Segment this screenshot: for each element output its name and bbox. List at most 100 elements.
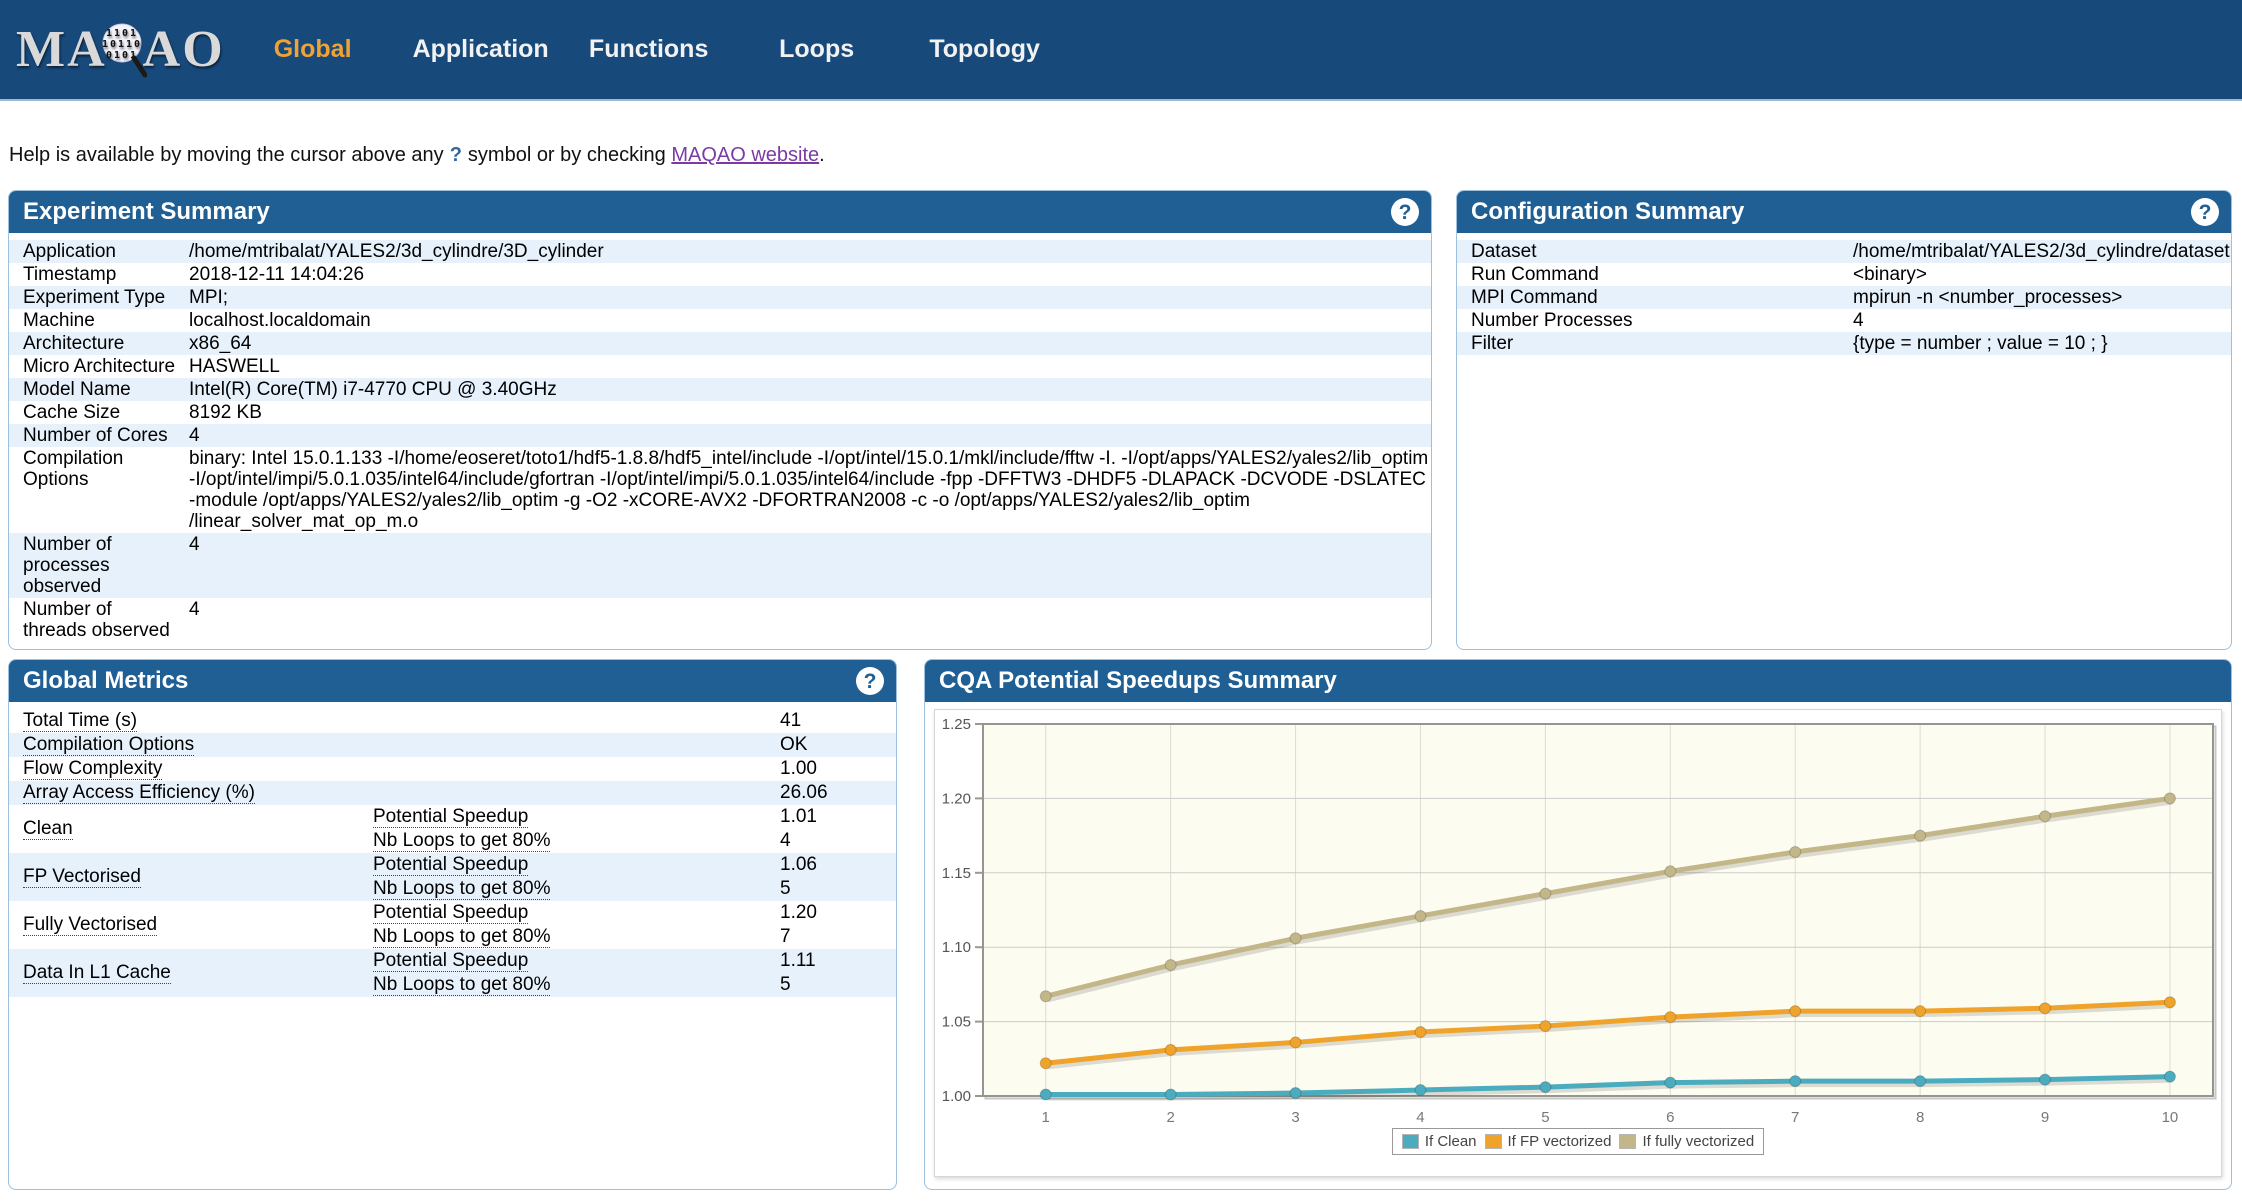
configuration-row-value: 4 — [1845, 309, 2231, 332]
speedup-chart: 123456789101.001.051.101.151.201.25 If C… — [934, 709, 2222, 1177]
metric-group-label-cell: Data In L1 Cache — [9, 949, 365, 997]
metric-label[interactable]: Potential Speedup — [373, 950, 528, 972]
metric-sublabel-cell: Nb Loops to get 80% — [365, 877, 775, 901]
experiment-row-value: 4 — [179, 533, 1431, 598]
experiment-summary-header: Experiment Summary ? — [9, 191, 1431, 233]
metric-label[interactable]: Nb Loops to get 80% — [373, 974, 550, 996]
svg-text:7: 7 — [1791, 1109, 1799, 1126]
svg-text:5: 5 — [1541, 1109, 1549, 1126]
configuration-row-label: MPI Command — [1457, 286, 1845, 309]
metric-value: 7 — [775, 925, 896, 949]
metric-label[interactable]: Nb Loops to get 80% — [373, 878, 550, 900]
metric-label[interactable]: Fully Vectorised — [23, 914, 157, 936]
experiment-row-value: localhost.localdomain — [179, 309, 1431, 332]
magnifier-logo-icon: 1101 10110 0101 — [101, 19, 147, 81]
experiment-row-value: HASWELL — [179, 355, 1431, 378]
metric-value: 41 — [775, 709, 896, 733]
svg-text:9: 9 — [2041, 1109, 2049, 1126]
experiment-row-value: 4 — [179, 424, 1431, 447]
experiment-row-label: Application — [9, 240, 179, 263]
metric-label[interactable]: Clean — [23, 818, 73, 840]
metric-sublabel-cell: Potential Speedup — [365, 853, 775, 877]
experiment-row: Number of processes observed4 — [9, 533, 1431, 598]
metric-label[interactable]: Compilation Options — [23, 734, 194, 756]
experiment-row-label: Number of Cores — [9, 424, 179, 447]
help-icon[interactable]: ? — [1391, 198, 1419, 226]
panel-title: CQA Potential Speedups Summary — [939, 667, 1337, 694]
svg-text:1101: 1101 — [106, 28, 138, 39]
help-question-icon: ? — [444, 144, 468, 166]
svg-text:1: 1 — [1042, 1109, 1050, 1126]
configuration-row-label: Filter — [1457, 332, 1845, 355]
nav-item-application[interactable]: Application — [397, 35, 565, 64]
help-text-before: Help is available by moving the cursor a… — [9, 144, 444, 166]
configuration-row: MPI Commandmpirun -n <number_processes> — [1457, 286, 2231, 309]
configuration-row-value: /home/mtribalat/YALES2/3d_cylindre/datas… — [1845, 240, 2231, 263]
metric-sublabel-cell: Potential Speedup — [365, 805, 775, 829]
metric-label[interactable]: Array Access Efficiency (%) — [23, 782, 255, 804]
metric-label[interactable]: Potential Speedup — [373, 902, 528, 924]
legend-label: If fully vectorized — [1642, 1133, 1754, 1150]
nav-item-functions[interactable]: Functions — [565, 35, 733, 64]
help-text-middle: symbol or by checking — [468, 144, 666, 166]
experiment-row: Micro ArchitectureHASWELL — [9, 355, 1431, 378]
experiment-row: Architecturex86_64 — [9, 332, 1431, 355]
configuration-row: Run Command<binary> — [1457, 263, 2231, 286]
global-metric-subrow: Fully VectorisedPotential Speedup1.20 — [9, 901, 896, 925]
configuration-row: Dataset/home/mtribalat/YALES2/3d_cylindr… — [1457, 240, 2231, 263]
metric-label[interactable]: Data In L1 Cache — [23, 962, 171, 984]
logo-text-ao: AO — [143, 20, 225, 79]
configuration-summary-header: Configuration Summary ? — [1457, 191, 2231, 233]
nav-item-loops[interactable]: Loops — [733, 35, 901, 64]
nav-item-global[interactable]: Global — [229, 35, 397, 64]
metric-label[interactable]: Nb Loops to get 80% — [373, 830, 550, 852]
panel-title: Experiment Summary — [23, 198, 270, 225]
experiment-row-value: x86_64 — [179, 332, 1431, 355]
chart-legend: If CleanIf FP vectorizedIf fully vectori… — [935, 1128, 2221, 1155]
experiment-row: Number of Cores4 — [9, 424, 1431, 447]
svg-text:4: 4 — [1416, 1109, 1424, 1126]
main-menu: GlobalApplicationFunctionsLoopsTopology — [229, 35, 1069, 64]
global-metric-subrow: Data In L1 CachePotential Speedup1.11 — [9, 949, 896, 973]
metric-value: 1.00 — [775, 757, 896, 781]
help-icon[interactable]: ? — [2191, 198, 2219, 226]
maqao-website-link[interactable]: MAQAO website — [671, 144, 819, 166]
metric-label[interactable]: Flow Complexity — [23, 758, 162, 780]
experiment-row-label: Timestamp — [9, 263, 179, 286]
nav-item-topology[interactable]: Topology — [901, 35, 1069, 64]
experiment-row-label: Number of threads observed — [9, 598, 179, 642]
experiment-row: Compilation Optionsbinary: Intel 15.0.1.… — [9, 447, 1431, 533]
metric-sublabel-cell: Potential Speedup — [365, 901, 775, 925]
metric-label[interactable]: Potential Speedup — [373, 854, 528, 876]
experiment-summary-table: Application/home/mtribalat/YALES2/3d_cyl… — [9, 240, 1431, 642]
metric-label[interactable]: Total Time (s) — [23, 710, 137, 732]
svg-text:8: 8 — [1916, 1109, 1924, 1126]
cqa-speedups-header: CQA Potential Speedups Summary — [925, 660, 2231, 702]
metric-sublabel-cell: Nb Loops to get 80% — [365, 925, 775, 949]
maqao-logo[interactable]: MA 1101 10110 0101 AO — [16, 0, 225, 99]
metric-label-cell: Compilation Options — [9, 733, 775, 757]
global-metric-row: Compilation OptionsOK — [9, 733, 896, 757]
experiment-row-value: 2018-12-11 14:04:26 — [179, 263, 1431, 286]
configuration-summary-table: Dataset/home/mtribalat/YALES2/3d_cylindr… — [1457, 240, 2231, 355]
speedup-chart-svg: 123456789101.001.051.101.151.201.25 — [935, 710, 2221, 1176]
configuration-summary-panel: Configuration Summary ? Dataset/home/mtr… — [1456, 190, 2232, 650]
global-metric-subrow: CleanPotential Speedup1.01 — [9, 805, 896, 829]
metric-label[interactable]: FP Vectorised — [23, 866, 141, 888]
metric-label[interactable]: Potential Speedup — [373, 806, 528, 828]
legend-label: If FP vectorized — [1508, 1133, 1612, 1150]
metric-label-cell: Array Access Efficiency (%) — [9, 781, 775, 805]
help-icon[interactable]: ? — [856, 667, 884, 695]
help-line: Help is available by moving the cursor a… — [9, 144, 825, 167]
global-metric-row: Array Access Efficiency (%)26.06 — [9, 781, 896, 805]
metric-value: 4 — [775, 829, 896, 853]
experiment-row: Experiment TypeMPI; — [9, 286, 1431, 309]
legend-item: If fully vectorized — [1619, 1133, 1754, 1150]
experiment-row-value: binary: Intel 15.0.1.133 -I/home/eoseret… — [179, 447, 1431, 533]
legend-swatch-icon — [1619, 1134, 1636, 1149]
legend-box: If CleanIf FP vectorizedIf fully vectori… — [1392, 1128, 1764, 1155]
metric-value: 5 — [775, 973, 896, 997]
metric-label[interactable]: Nb Loops to get 80% — [373, 926, 550, 948]
configuration-row-label: Number Processes — [1457, 309, 1845, 332]
legend-swatch-icon — [1402, 1134, 1419, 1149]
